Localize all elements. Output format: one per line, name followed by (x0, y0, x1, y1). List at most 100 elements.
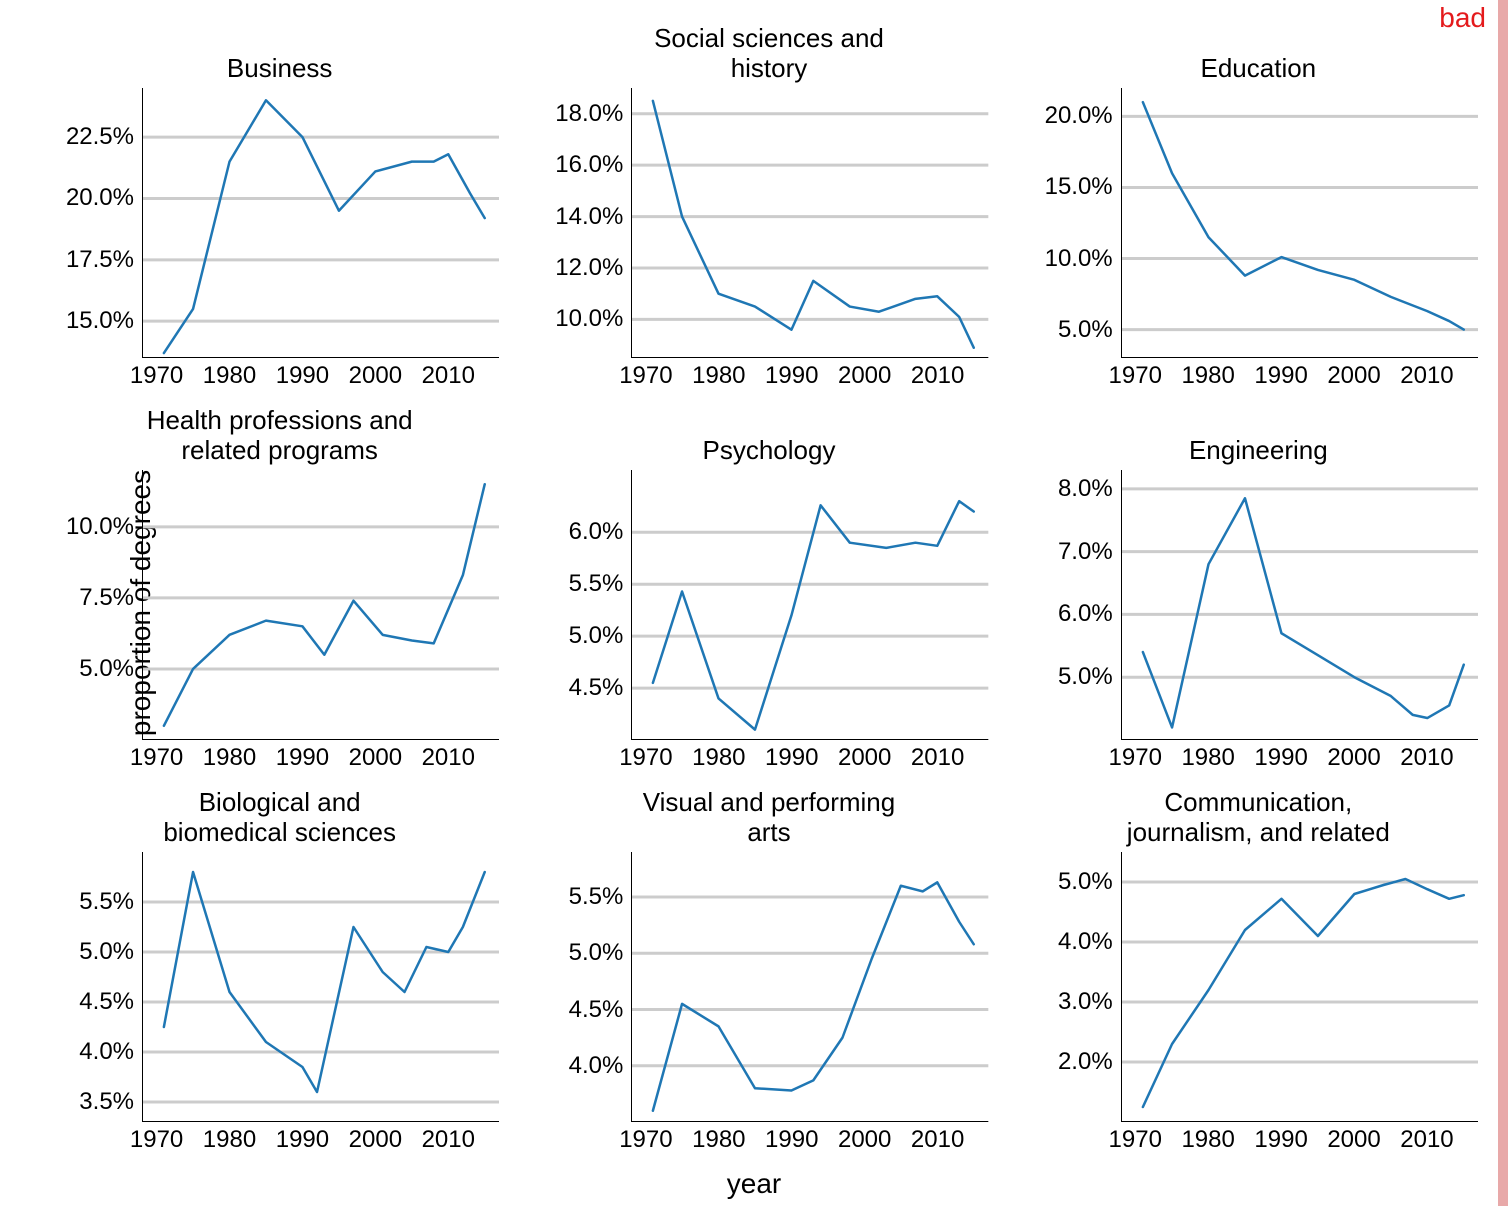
data-line (653, 101, 974, 348)
plot-area (1121, 852, 1478, 1122)
plot-area-wrap: 19701980199020002010 (631, 470, 988, 774)
x-tick-label: 1990 (765, 1126, 818, 1154)
x-tick-label: 2010 (422, 744, 475, 772)
plot-area-wrap: 19701980199020002010 (142, 88, 499, 392)
y-axis: 5.0%10.0%15.0%20.0% (1039, 88, 1121, 392)
x-tick-label: 1990 (276, 744, 329, 772)
plot-area (1121, 470, 1478, 740)
y-tick-label: 14.0% (555, 203, 623, 231)
y-tick-label: 22.5% (66, 123, 134, 151)
x-tick-label: 1970 (130, 744, 183, 772)
x-tick-label: 1990 (1254, 744, 1307, 772)
y-axis: 3.5%4.0%4.5%5.0%5.5% (60, 852, 142, 1156)
y-tick-label: 3.5% (79, 1088, 134, 1116)
panel-title: Social sciences and history (549, 20, 988, 88)
y-tick-label: 7.5% (79, 584, 134, 612)
x-axis: 19701980199020002010 (631, 740, 988, 774)
chart-panel: Communication, journalism, and related2.… (1039, 784, 1478, 1156)
x-tick-label: 1970 (130, 362, 183, 390)
y-tick-label: 15.0% (1045, 173, 1113, 201)
x-tick-label: 1990 (276, 1126, 329, 1154)
x-tick-label: 1980 (692, 362, 745, 390)
data-line (164, 872, 485, 1092)
y-tick-label: 5.0% (79, 938, 134, 966)
x-axis: 19701980199020002010 (142, 1122, 499, 1156)
y-tick-label: 5.5% (79, 888, 134, 916)
x-tick-label: 2000 (349, 744, 402, 772)
panel-body: 5.0%6.0%7.0%8.0%19701980199020002010 (1039, 470, 1478, 774)
data-line (653, 501, 974, 729)
y-tick-label: 6.0% (569, 518, 624, 546)
chart-panel: Psychology4.5%5.0%5.5%6.0%19701980199020… (549, 402, 988, 774)
panel-body: 3.5%4.0%4.5%5.0%5.5%19701980199020002010 (60, 852, 499, 1156)
x-tick-label: 1970 (1109, 1126, 1162, 1154)
y-axis: 15.0%17.5%20.0%22.5% (60, 88, 142, 392)
plot-area-wrap: 19701980199020002010 (142, 852, 499, 1156)
x-tick-label: 2010 (911, 1126, 964, 1154)
x-axis: 19701980199020002010 (1121, 740, 1478, 774)
x-tick-label: 2000 (1327, 1126, 1380, 1154)
panel-body: 4.0%4.5%5.0%5.5%19701980199020002010 (549, 852, 988, 1156)
x-axis: 19701980199020002010 (1121, 358, 1478, 392)
x-tick-label: 1970 (1109, 744, 1162, 772)
y-tick-label: 12.0% (555, 254, 623, 282)
x-tick-label: 1980 (1181, 744, 1234, 772)
x-tick-label: 1980 (203, 1126, 256, 1154)
panel-body: 10.0%12.0%14.0%16.0%18.0%197019801990200… (549, 88, 988, 392)
x-tick-label: 2010 (1400, 1126, 1453, 1154)
plot-area (1121, 88, 1478, 358)
x-tick-label: 2010 (422, 1126, 475, 1154)
y-tick-label: 20.0% (1045, 102, 1113, 130)
y-tick-label: 5.0% (569, 939, 624, 967)
y-tick-label: 5.0% (1058, 663, 1113, 691)
panel-title: Psychology (549, 402, 988, 470)
chart-panel: Social sciences and history10.0%12.0%14.… (549, 20, 988, 392)
x-tick-label: 1980 (1181, 362, 1234, 390)
panel-body: 4.5%5.0%5.5%6.0%19701980199020002010 (549, 470, 988, 774)
y-tick-label: 4.5% (79, 988, 134, 1016)
chart-panel: Education5.0%10.0%15.0%20.0%197019801990… (1039, 20, 1478, 392)
x-axis: 19701980199020002010 (142, 740, 499, 774)
plot-area-wrap: 19701980199020002010 (142, 470, 499, 774)
plot-area (631, 88, 988, 358)
data-line (1143, 879, 1464, 1107)
bad-annotation-bar (1498, 0, 1508, 1206)
panel-title: Visual and performing arts (549, 784, 988, 852)
x-tick-label: 1980 (203, 362, 256, 390)
x-tick-label: 1980 (1181, 1126, 1234, 1154)
plot-area-wrap: 19701980199020002010 (1121, 470, 1478, 774)
y-axis: 4.5%5.0%5.5%6.0% (549, 470, 631, 774)
plot-area (631, 852, 988, 1122)
data-line (1143, 498, 1464, 727)
y-tick-label: 4.5% (569, 996, 624, 1024)
x-tick-label: 1970 (619, 744, 672, 772)
x-tick-label: 1970 (619, 362, 672, 390)
x-tick-label: 2010 (1400, 744, 1453, 772)
y-tick-label: 3.0% (1058, 988, 1113, 1016)
x-tick-label: 2010 (911, 362, 964, 390)
y-axis: 10.0%12.0%14.0%16.0%18.0% (549, 88, 631, 392)
y-tick-label: 8.0% (1058, 475, 1113, 503)
chart-panel: Health professions and related programs5… (60, 402, 499, 774)
x-tick-label: 2010 (422, 362, 475, 390)
y-tick-label: 5.0% (569, 622, 624, 650)
data-line (164, 484, 485, 726)
panel-body: 15.0%17.5%20.0%22.5%19701980199020002010 (60, 88, 499, 392)
y-axis: 5.0%7.5%10.0% (60, 470, 142, 774)
panel-title: Business (60, 20, 499, 88)
panel-grid: Business15.0%17.5%20.0%22.5%197019801990… (60, 20, 1478, 1156)
x-tick-label: 2000 (838, 744, 891, 772)
y-tick-label: 10.0% (1045, 245, 1113, 273)
panel-title: Education (1039, 20, 1478, 88)
data-line (653, 882, 974, 1110)
y-tick-label: 4.0% (569, 1052, 624, 1080)
chart-panel: Biological and biomedical sciences3.5%4.… (60, 784, 499, 1156)
y-tick-label: 5.5% (569, 570, 624, 598)
x-tick-label: 1990 (1254, 362, 1307, 390)
plot-area (142, 852, 499, 1122)
x-tick-label: 2000 (349, 362, 402, 390)
x-tick-label: 2000 (838, 362, 891, 390)
x-tick-label: 2000 (838, 1126, 891, 1154)
y-tick-label: 7.0% (1058, 538, 1113, 566)
data-line (1143, 102, 1464, 329)
